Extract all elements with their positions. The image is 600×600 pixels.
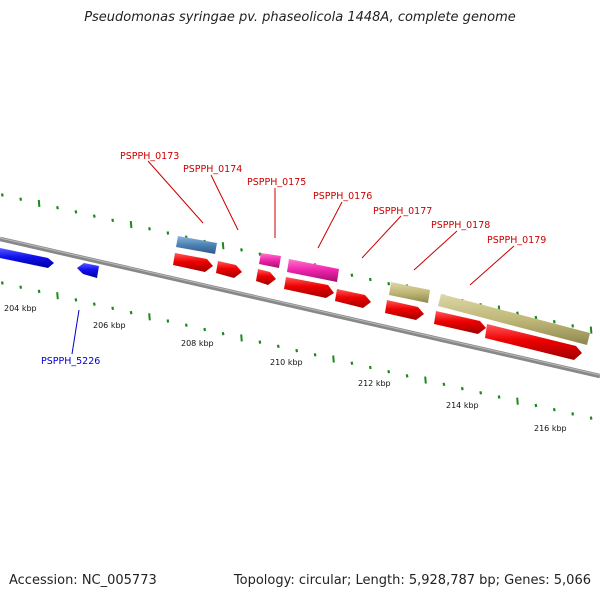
major-tick <box>129 221 133 229</box>
minor-tick <box>74 210 78 214</box>
minor-tick <box>571 412 575 416</box>
minor-tick <box>368 365 372 370</box>
gene-bar <box>176 236 217 254</box>
gene-bar <box>259 253 281 268</box>
major-tick <box>56 292 59 300</box>
cds-feature <box>256 269 276 285</box>
minor-tick <box>589 416 593 420</box>
minor-tick <box>295 348 299 353</box>
minor-tick <box>240 248 243 252</box>
minor-tick <box>571 324 575 328</box>
minor-tick <box>442 382 446 387</box>
minor-tick <box>56 205 59 210</box>
accession-text: Accession: NC_005773 <box>9 573 157 588</box>
major-tick <box>332 355 335 363</box>
minor-tick <box>405 374 409 378</box>
inner-tick-marks <box>0 281 593 420</box>
minor-tick <box>552 407 556 412</box>
cds-feature <box>77 263 99 278</box>
gene-label-pspph-0177[interactable]: PSPPH_0177 <box>373 206 432 217</box>
map-title: Pseudomonas syringae pv. phaseolicola 14… <box>84 10 516 25</box>
gene-bar <box>389 282 430 303</box>
kbp-label-216: 216 kbp <box>534 424 567 433</box>
kbp-label-206: 206 kbp <box>93 321 126 330</box>
minor-tick <box>497 395 501 399</box>
kbp-label-210: 210 kbp <box>270 358 303 367</box>
minor-tick <box>387 369 391 374</box>
major-tick <box>240 334 243 342</box>
minor-tick <box>350 361 354 365</box>
minor-tick <box>460 386 464 391</box>
label-leaders <box>147 160 515 286</box>
cds-feature <box>173 253 213 272</box>
cds-feature <box>216 261 242 278</box>
kbp-label-204: 204 kbp <box>4 304 37 313</box>
gene-label-pspph-0179[interactable]: PSPPH_0179 <box>487 235 546 246</box>
kbp-label-208: 208 kbp <box>181 339 214 348</box>
genome-backbone <box>0 236 600 379</box>
minor-tick <box>19 285 23 289</box>
cds-feature <box>385 300 424 320</box>
gene-label-pspph-0174[interactable]: PSPPH_0174 <box>183 164 242 175</box>
genome-backbone-highlight <box>0 237 600 376</box>
kbp-label-212: 212 kbp <box>358 379 391 388</box>
gene-label-pspph-0178[interactable]: PSPPH_0178 <box>431 220 490 231</box>
minor-tick <box>313 353 317 357</box>
major-tick <box>424 376 427 384</box>
gene-label-pspph-0175[interactable]: PSPPH_0175 <box>247 177 306 188</box>
major-tick <box>516 397 519 405</box>
minor-tick <box>552 319 556 324</box>
gene-label-pspph-0173[interactable]: PSPPH_0173 <box>120 151 179 162</box>
minor-tick <box>0 193 4 197</box>
kbp-label-214: 214 kbp <box>446 401 479 410</box>
minor-tick <box>479 391 483 395</box>
minor-tick <box>203 327 207 332</box>
major-tick <box>148 313 151 321</box>
minor-tick <box>534 403 538 408</box>
minor-tick <box>166 319 170 323</box>
cds-feature <box>0 248 54 268</box>
minor-tick <box>148 227 151 231</box>
minor-tick <box>37 289 41 294</box>
major-tick <box>589 326 593 334</box>
minor-tick <box>92 214 96 218</box>
minor-tick <box>166 231 170 235</box>
minor-tick <box>534 315 538 320</box>
major-tick <box>37 199 41 207</box>
cds-feature <box>485 324 582 360</box>
gene-label-pspph-0176[interactable]: PSPPH_0176 <box>313 191 372 202</box>
minor-tick <box>350 273 354 277</box>
label-leader-blue <box>71 309 80 355</box>
minor-tick <box>111 218 115 223</box>
minor-tick <box>368 277 372 282</box>
genome-summary-text: Topology: circular; Length: 5,928,787 bp… <box>233 573 591 588</box>
minor-tick <box>19 197 23 201</box>
cds-feature <box>434 311 486 334</box>
minor-tick <box>129 310 133 315</box>
cds-feature <box>284 277 334 298</box>
minor-tick <box>184 323 188 327</box>
minor-tick <box>0 281 4 285</box>
minor-tick <box>258 340 262 344</box>
minor-tick <box>258 252 262 256</box>
major-tick <box>221 242 225 250</box>
gene-bar <box>438 294 590 345</box>
minor-tick <box>111 306 115 311</box>
minor-tick <box>221 331 225 336</box>
minor-tick <box>92 302 96 306</box>
cds-feature <box>335 289 371 308</box>
minor-tick <box>74 298 78 302</box>
gene-label-pspph-5226[interactable]: PSPPH_5226 <box>41 356 100 367</box>
gene-bar <box>287 259 339 282</box>
minor-tick <box>387 281 391 286</box>
minor-tick <box>276 344 280 349</box>
